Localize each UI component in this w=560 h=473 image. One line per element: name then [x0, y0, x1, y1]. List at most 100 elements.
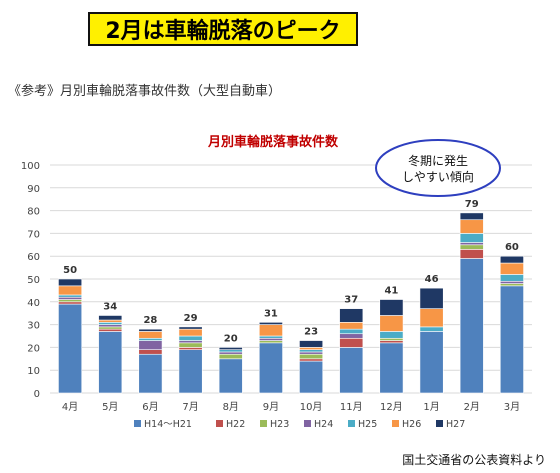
bar-segment: [379, 342, 404, 394]
x-tick-label: 4月: [62, 401, 78, 413]
total-label: 20: [224, 333, 238, 344]
legend-label: H24: [314, 419, 333, 430]
bar-segment: [499, 255, 524, 264]
bar-segment: [379, 315, 404, 332]
bar-segment: [379, 331, 404, 339]
x-tick-label: 6月: [142, 401, 158, 413]
bar-segment: [339, 347, 364, 394]
bar-segment: [58, 303, 83, 394]
bar-segment: [218, 349, 243, 353]
chart-title: 月別車輪脱落事故件数: [207, 134, 339, 150]
bar-segment: [178, 328, 203, 337]
total-label: 34: [103, 301, 117, 312]
legend-label: H27: [446, 419, 465, 430]
legend-swatch: [436, 420, 443, 427]
bar-segment: [138, 353, 163, 394]
headline-banner: 2月は車輪脱落のピーク: [88, 12, 358, 46]
bar-segment: [138, 340, 163, 350]
legend: H14～H21 H22 H23 H24 H25 H26 H27: [134, 419, 465, 430]
bar-segment: [459, 249, 484, 259]
legend-swatch: [392, 420, 399, 427]
bar-segment: [299, 347, 324, 350]
bar-segment: [459, 219, 484, 234]
y-tick-label: 30: [27, 321, 40, 332]
bar-segment: [339, 322, 364, 330]
bar-segment: [499, 280, 524, 284]
bar-segment: [98, 326, 123, 330]
annotation-ellipse: [375, 139, 501, 197]
bar-segment: [98, 315, 123, 321]
bars: [58, 212, 524, 394]
bar-segment: [299, 340, 324, 348]
bar-segment: [178, 342, 203, 348]
total-label: 79: [465, 199, 479, 210]
bar-segment: [459, 258, 484, 394]
y-tick-label: 50: [27, 275, 40, 286]
total-label: 28: [143, 315, 157, 326]
bar-segment: [499, 283, 524, 287]
legend-swatch: [304, 420, 311, 427]
y-tick-label: 20: [27, 343, 40, 354]
bar-segment: [299, 349, 324, 353]
bar-segment: [299, 358, 324, 362]
annotation-line-2: しやすい傾向: [402, 169, 474, 184]
bar-segment: [218, 347, 243, 350]
bar-segment: [98, 328, 123, 332]
bar-segment: [379, 340, 404, 344]
y-tick-label: 80: [27, 207, 40, 218]
bar-segment: [459, 242, 484, 246]
bar-segment: [299, 360, 324, 394]
legend-label: H14～H21: [144, 419, 192, 430]
bar-segment: [258, 322, 283, 325]
bar-segment: [58, 296, 83, 300]
bar-segment: [98, 324, 123, 328]
legend-label: H25: [358, 419, 377, 430]
bar-segment: [218, 351, 243, 355]
x-tick-label: 12月: [380, 401, 403, 413]
bar-segment: [258, 337, 283, 341]
bar-segment: [98, 331, 123, 394]
x-tick-label: 5月: [102, 401, 118, 413]
x-tick-label: 3月: [504, 401, 520, 413]
bar-segment: [138, 328, 163, 332]
total-label: 31: [264, 308, 278, 319]
bar-segment: [419, 287, 444, 309]
total-label: 60: [505, 242, 519, 253]
bar-segment: [138, 337, 163, 341]
x-axis: 4月 5月 6月 7月 8月 9月 10月 11月 12月 1月 2月 3月: [62, 401, 520, 413]
bar-segment: [58, 301, 83, 305]
total-label: 23: [304, 327, 318, 338]
bar-segment: [258, 342, 283, 394]
x-tick-label: 11月: [340, 401, 363, 413]
bar-segment: [299, 351, 324, 355]
bar-segment: [339, 328, 364, 335]
y-tick-label: 90: [27, 184, 40, 195]
bar-segment: [258, 335, 283, 339]
bar-segment: [178, 326, 203, 330]
bar-segment: [258, 324, 283, 337]
x-tick-label: 7月: [182, 401, 198, 413]
total-label: 29: [184, 313, 198, 324]
bar-segment: [218, 358, 243, 394]
bar-segment: [98, 322, 123, 325]
legend-label: H23: [270, 419, 289, 430]
legend-swatch: [134, 420, 141, 427]
annotation-line-1: 冬期に発生: [408, 153, 468, 168]
total-label: 41: [384, 286, 398, 297]
bar-segment: [459, 233, 484, 243]
x-tick-label: 8月: [223, 401, 239, 413]
y-tick-label: 100: [21, 161, 40, 172]
bar-segment: [138, 349, 163, 355]
total-label: 46: [425, 274, 439, 285]
stacked-bar-chart: 月別車輪脱落事故件数 0 10 20 30 40 50 60 70 80 90 100 50 34 28…: [21, 134, 532, 430]
y-tick-label: 70: [27, 229, 40, 240]
bar-segment: [258, 340, 283, 344]
legend-swatch: [260, 420, 267, 427]
y-tick-label: 60: [27, 252, 40, 263]
bar-segment: [499, 262, 524, 275]
y-tick-label: 0: [34, 389, 40, 400]
bar-segment: [138, 331, 163, 339]
bar-segment: [58, 278, 83, 287]
bar-segment: [218, 353, 243, 360]
bar-segment: [499, 285, 524, 394]
